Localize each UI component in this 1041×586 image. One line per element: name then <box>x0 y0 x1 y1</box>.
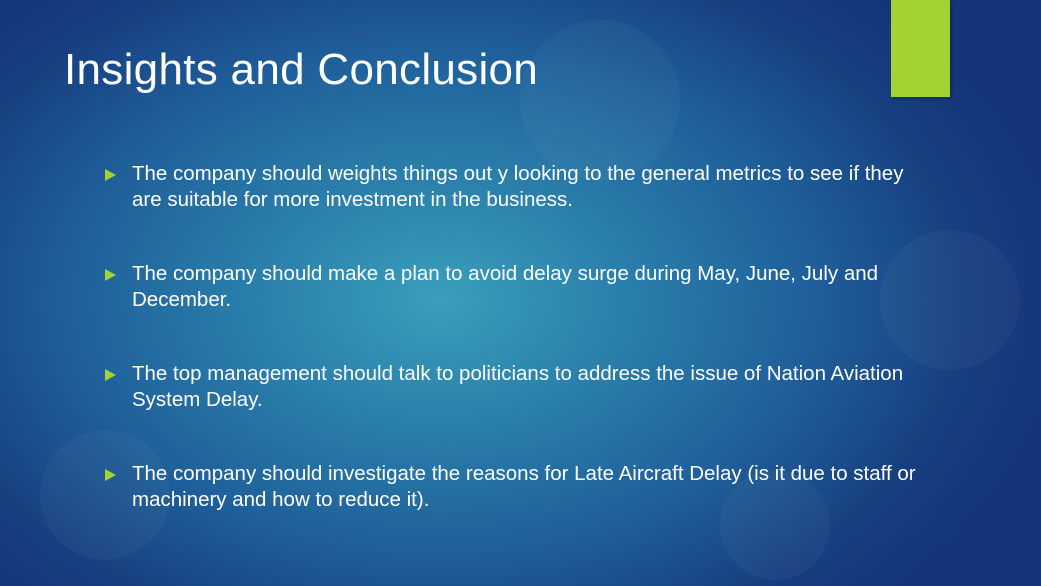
bullet-item: The company should investigate the reaso… <box>102 461 932 561</box>
bullet-text: The company should weights things out y … <box>132 162 904 211</box>
bullet-item: The company should weights things out y … <box>102 161 932 261</box>
bullet-text: The company should make a plan to avoid … <box>132 262 879 311</box>
slide-title: Insights and Conclusion <box>64 45 539 94</box>
bullet-text: The top management should talk to politi… <box>132 362 904 411</box>
bullet-item: The top management should talk to politi… <box>102 361 932 461</box>
bullet-list: The company should weights things out y … <box>102 161 932 561</box>
background-bokeh <box>520 20 680 180</box>
triangle-right-icon <box>105 469 116 481</box>
triangle-right-icon <box>105 269 116 281</box>
triangle-right-icon <box>105 169 116 181</box>
bullet-item: The company should make a plan to avoid … <box>102 261 932 361</box>
triangle-right-icon <box>105 369 116 381</box>
accent-bar <box>891 0 950 97</box>
bullet-text: The company should investigate the reaso… <box>132 462 916 511</box>
